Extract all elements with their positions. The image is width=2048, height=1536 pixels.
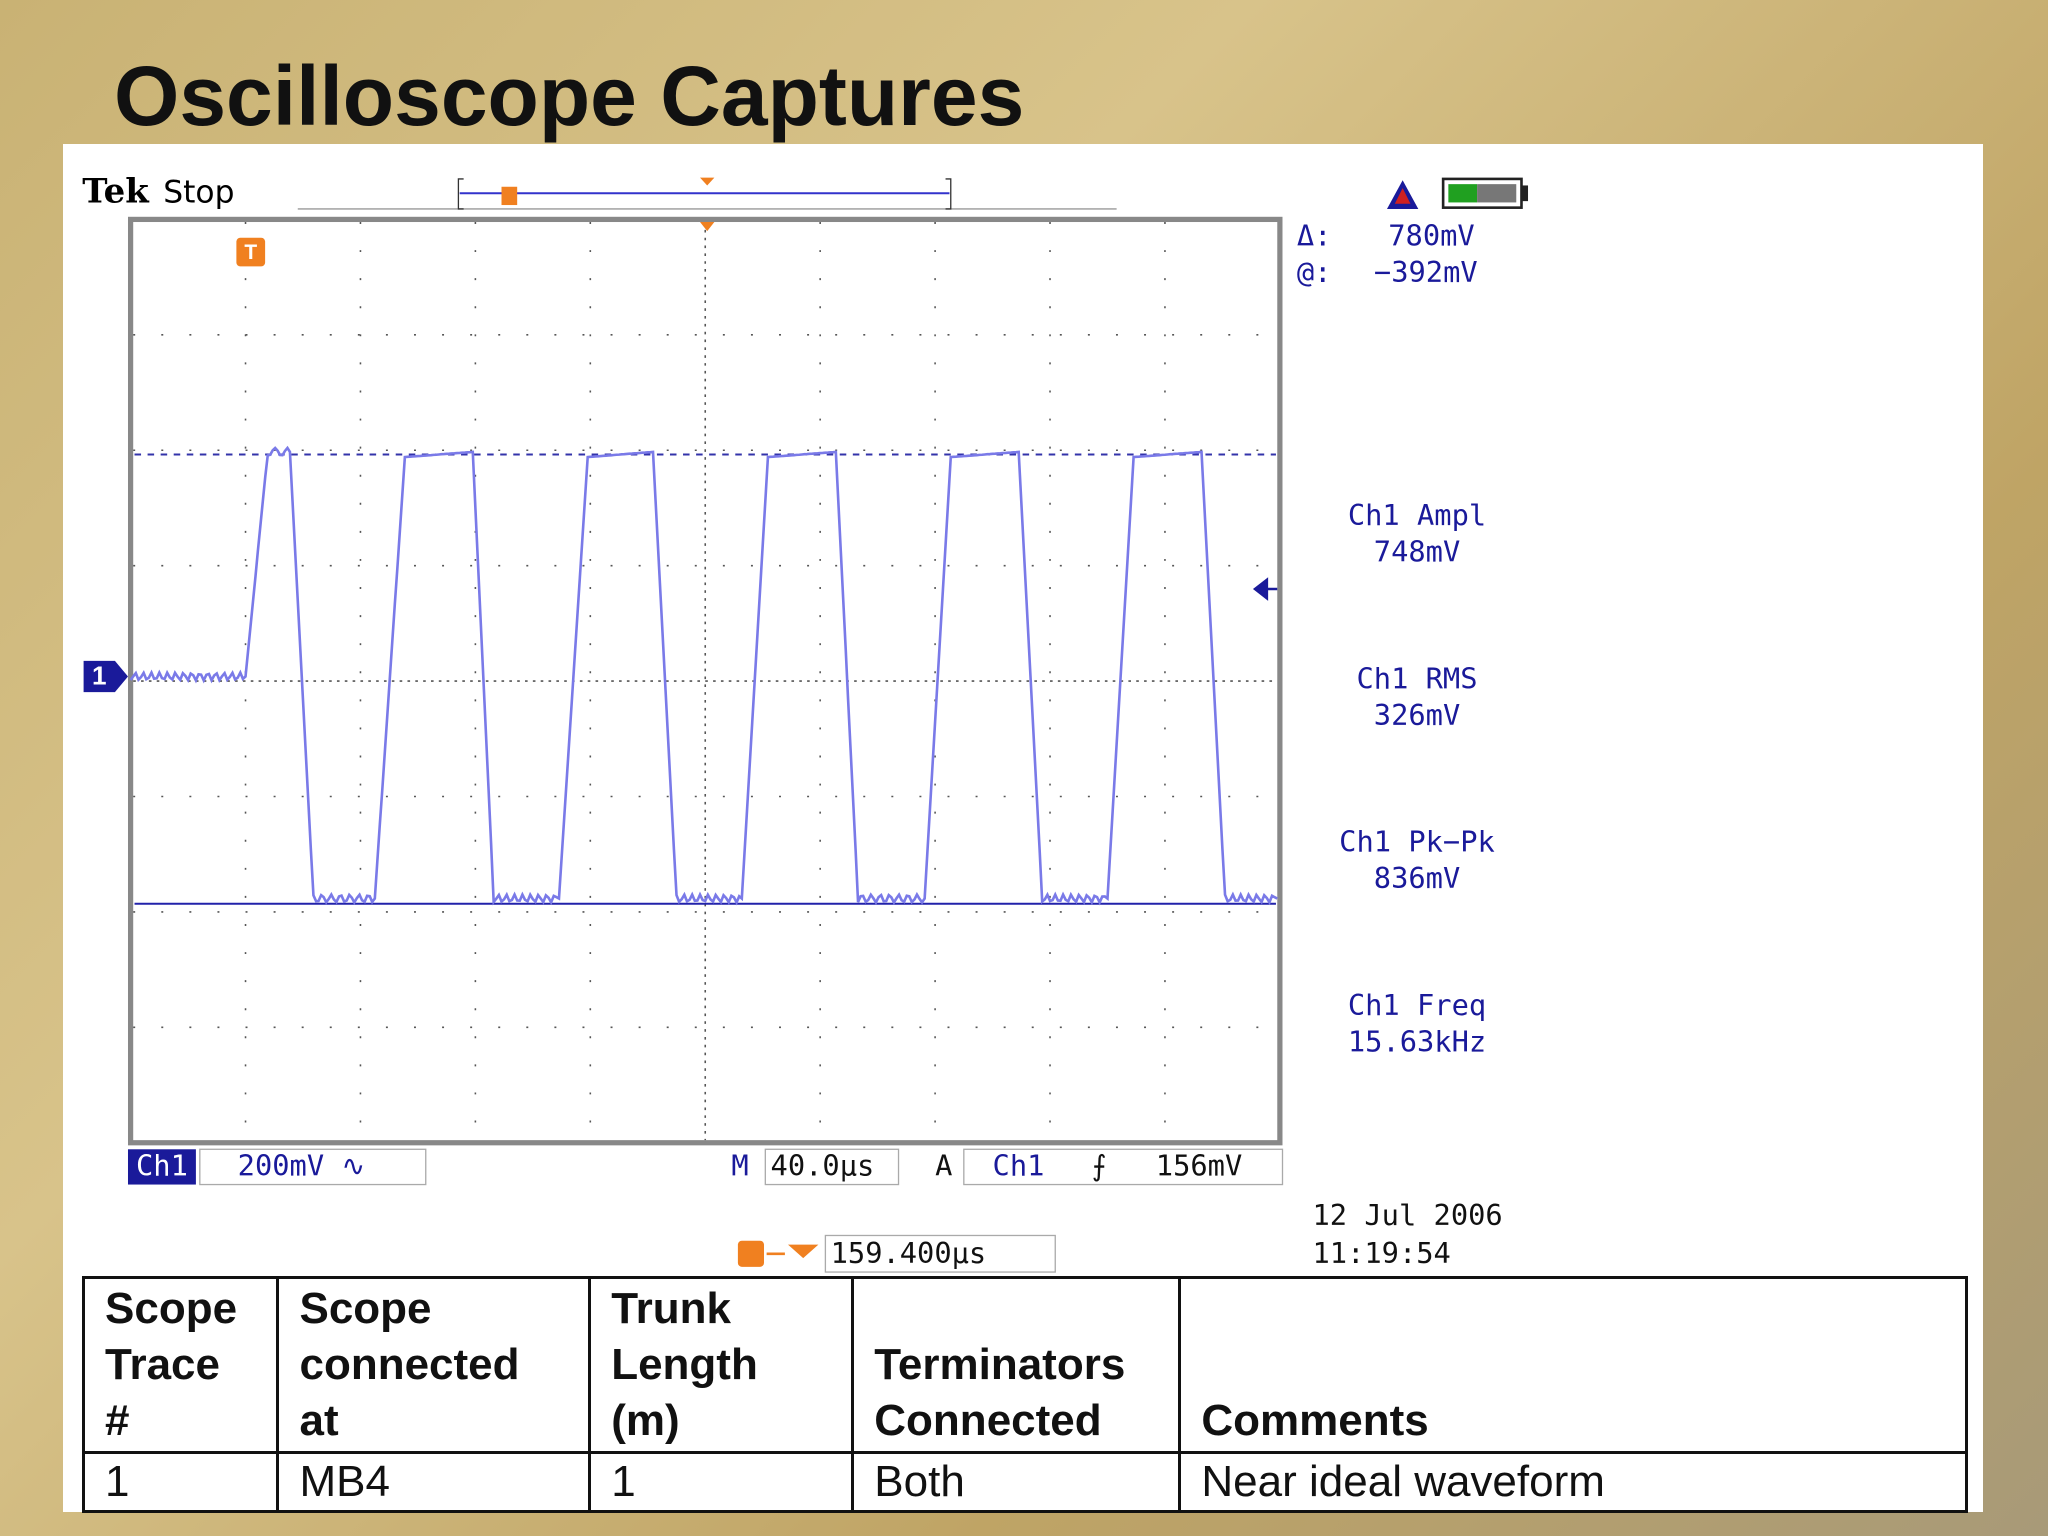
scale-box <box>199 1148 427 1186</box>
center-tick <box>700 177 715 186</box>
warning-inner <box>1394 188 1411 204</box>
status: Stop <box>163 174 234 210</box>
battery-level <box>1448 184 1478 203</box>
header-text: Scope <box>299 1284 432 1333</box>
header-text: Length <box>611 1340 758 1389</box>
cell-text: Both <box>874 1457 965 1506</box>
table-cell: Both <box>851 1451 1182 1513</box>
header-text: Trunk <box>611 1284 731 1333</box>
channel: Ch1 <box>136 1149 188 1183</box>
slide-title: Oscilloscope Captures <box>114 49 1025 143</box>
trigger-marker-box <box>236 237 266 267</box>
table-cell: 1 <box>81 1451 280 1513</box>
measurement-value: 836mV <box>1374 861 1460 895</box>
waveform <box>129 445 1278 906</box>
header-text: (m) <box>611 1396 680 1445</box>
header-text: Comments <box>1201 1396 1429 1445</box>
trigger-tick <box>501 186 518 206</box>
time-label: M <box>731 1149 748 1183</box>
table-row: 1 MB4 1 Both Near ideal waveform <box>81 1451 1968 1513</box>
record-bracket <box>457 178 952 210</box>
trigger-box <box>963 1148 1284 1186</box>
trigger-pos-marker <box>700 222 715 232</box>
trigger-offset-icon <box>737 1240 765 1267</box>
header-text: Scope <box>105 1284 238 1333</box>
trace-table: Scope Trace # Scope connected at Trunk Length (m… <box>81 1276 1968 1513</box>
trigger-level: 156mV <box>1156 1149 1242 1183</box>
header-cell: Scope connected at <box>276 1276 592 1454</box>
battery-tip <box>1521 185 1529 202</box>
header-cell: Terminators Connected <box>851 1276 1182 1454</box>
header-cell: Comments <box>1178 1276 1968 1454</box>
measurement-label: Ch1 Freq <box>1348 988 1486 1022</box>
table-cell: MB4 <box>276 1451 592 1513</box>
brand: Tek <box>82 171 150 211</box>
timebase: 40.0µs <box>771 1149 875 1183</box>
cell-text: MB4 <box>299 1457 390 1506</box>
header-cell: Scope Trace # <box>81 1276 280 1454</box>
channel-box <box>127 1149 196 1185</box>
trigger-mode: A <box>935 1149 952 1183</box>
header-text: Trace <box>105 1340 220 1389</box>
measurement-label: Ch1 RMS <box>1356 661 1477 695</box>
header-cell: Trunk Length (m) <box>588 1276 855 1454</box>
table-cell: Near ideal waveform <box>1178 1451 1968 1513</box>
table-cell: 1 <box>588 1451 855 1513</box>
cursor-delta-label: Δ: <box>1297 219 1332 253</box>
cursor-at-label: @: <box>1297 255 1332 289</box>
header-text: # <box>105 1396 130 1445</box>
timebase-box <box>764 1148 900 1186</box>
battery-empty <box>1477 184 1517 203</box>
header-text: connected <box>299 1340 520 1389</box>
measurement-value: 748mV <box>1374 535 1460 569</box>
cell-text: 1 <box>611 1457 636 1506</box>
measurement-label: Ch1 Ampl <box>1348 498 1486 532</box>
measurement-label: Ch1 Pk−Pk <box>1339 825 1495 859</box>
time: 11:19:54 <box>1313 1236 1451 1270</box>
trigger-source: Ch1 <box>993 1149 1045 1183</box>
channel-marker-box <box>83 660 128 693</box>
cell-text: Near ideal waveform <box>1201 1457 1605 1506</box>
date: 12 Jul 2006 <box>1313 1198 1503 1232</box>
header-text: at <box>299 1396 339 1445</box>
trigger-offset-arrow <box>766 1244 819 1259</box>
scale: 200mV ∿ <box>238 1149 366 1183</box>
measurement-value: 326mV <box>1374 698 1460 732</box>
trigger-marker: T <box>244 241 257 264</box>
trigger-position: 159.400µs <box>831 1236 987 1270</box>
cursor-delta-value: 780mV <box>1388 219 1474 253</box>
measurement-value: 15.63kHz <box>1348 1024 1486 1058</box>
header-text: Terminators <box>874 1340 1126 1389</box>
trigger-offset-box <box>824 1234 1056 1273</box>
cell-text: 1 <box>105 1457 130 1506</box>
header-text: Connected <box>874 1396 1102 1445</box>
trigger-level-marker <box>1252 577 1278 601</box>
cursor-at-value: −392mV <box>1374 255 1478 289</box>
trigger-slope: ⨍ <box>1092 1149 1107 1183</box>
channel-marker: 1 <box>92 661 107 691</box>
